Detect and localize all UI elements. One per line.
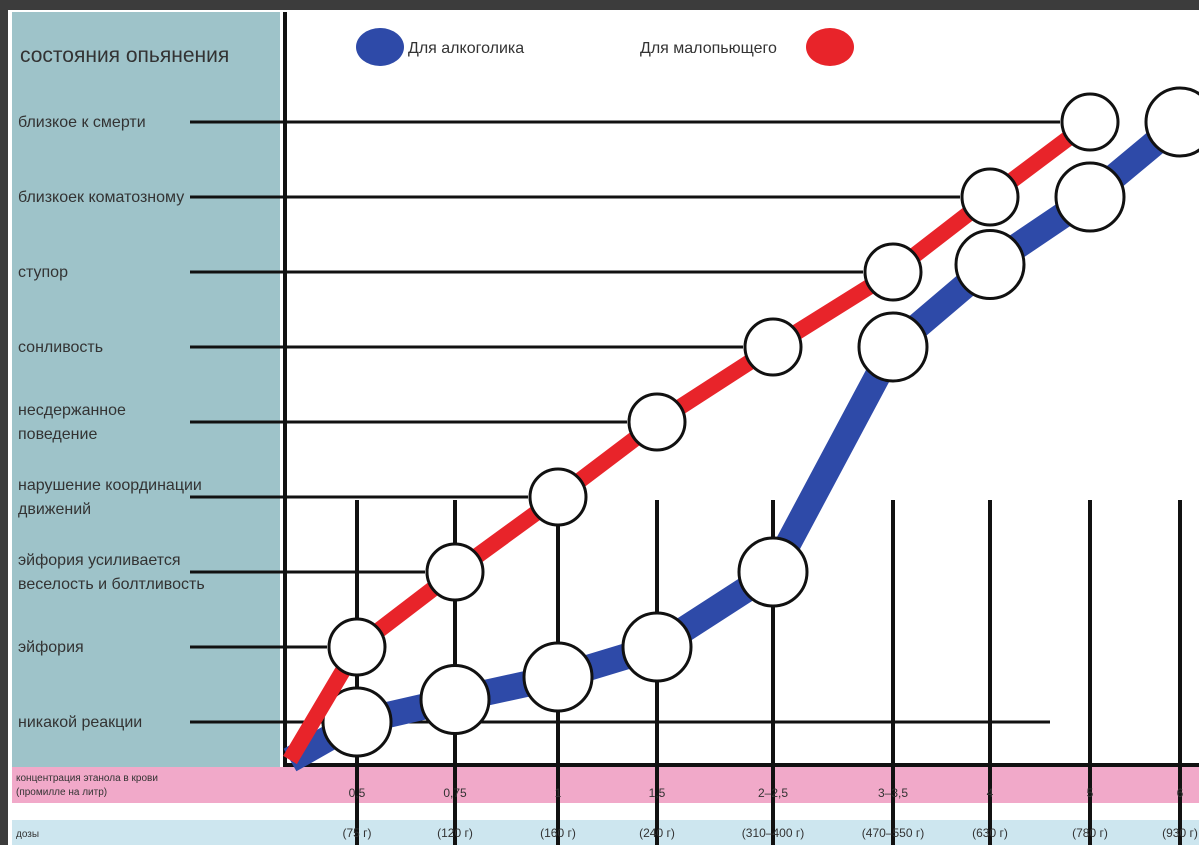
series-line (283, 112, 1189, 772)
face (419, 664, 491, 735)
face (1054, 161, 1126, 233)
x-tick-label: 0,5 (349, 786, 366, 800)
level-label: сонливость (18, 339, 103, 356)
level-label: движений (18, 501, 91, 518)
x-tick-label: 1 (555, 786, 562, 800)
dose-label: (75 г) (342, 826, 371, 840)
face (627, 392, 687, 452)
x-tick-label: 6 (1177, 786, 1184, 800)
x-tick-label: 0,75 (443, 786, 467, 800)
face (528, 467, 588, 527)
x-title: (промилле на литр) (16, 787, 107, 798)
dose-label: (310–400 г) (742, 826, 804, 840)
dose-label: (120 г) (437, 826, 473, 840)
face (1144, 86, 1199, 158)
x-tick-label: 3–3,5 (878, 786, 908, 800)
dose-label: (470–550 г) (862, 826, 924, 840)
x-tick-label: 4 (987, 786, 994, 800)
legend-label: Для малопьющего (640, 40, 777, 57)
level-label: близкоек коматозному (18, 189, 184, 206)
dose-label: (930 г) (1162, 826, 1198, 840)
level-label: эйфория усиливается (18, 552, 181, 569)
dose-title: дозы (16, 829, 39, 840)
face (621, 611, 693, 683)
face (522, 641, 594, 713)
face (425, 542, 485, 602)
level-panel (12, 12, 280, 767)
x-tick-label: 1,5 (649, 786, 666, 800)
dose-label: (630 г) (972, 826, 1008, 840)
face (857, 311, 929, 383)
legend-swatch (806, 28, 854, 66)
level-label: эйфория (18, 639, 84, 656)
face (1060, 92, 1120, 152)
legend-swatch (356, 28, 404, 66)
level-label: несдержанное (18, 402, 126, 419)
level-label: ступор (18, 264, 68, 281)
face (321, 686, 393, 758)
face (327, 617, 387, 677)
face (960, 167, 1020, 227)
dose-band (12, 820, 1199, 845)
x-title: концентрация этанола в крови (16, 773, 158, 784)
dose-label: (160 г) (540, 826, 576, 840)
face (954, 229, 1026, 300)
x-tick-label: 5 (1087, 786, 1094, 800)
level-label: никакой реакции (18, 714, 142, 731)
y-title: состояния опьянения (20, 44, 229, 67)
level-label: веселость и болтливость (18, 576, 205, 593)
level-label: поведение (18, 426, 97, 443)
legend-label: Для алкоголика (408, 40, 524, 57)
face (863, 242, 923, 302)
dose-label: (780 г) (1072, 826, 1108, 840)
face (743, 317, 803, 377)
concentration-band (12, 767, 1199, 803)
level-label: близкое к смерти (18, 114, 146, 131)
x-tick-label: 2–2,5 (758, 786, 788, 800)
dose-label: (240 г) (639, 826, 675, 840)
face (737, 536, 809, 608)
level-label: нарушение координации (18, 477, 202, 494)
